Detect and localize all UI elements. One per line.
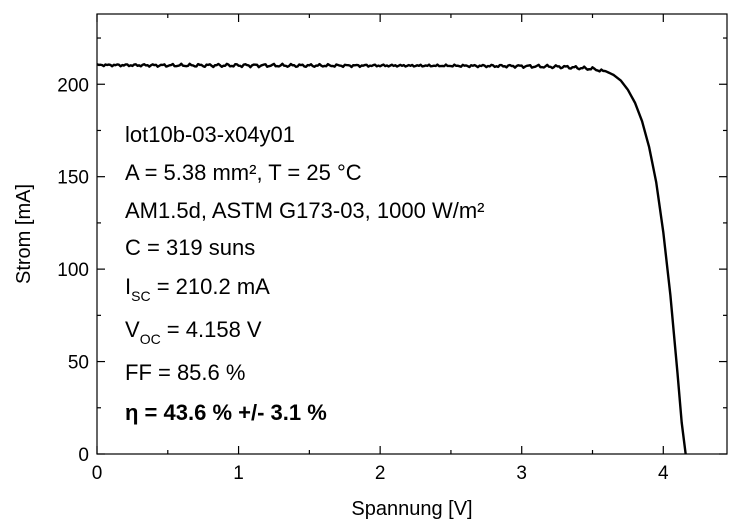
annotation-isc: ISC = 210.2 mA (125, 274, 270, 304)
x-tick-label: 4 (658, 463, 669, 484)
annotation-area-temp: A = 5.38 mm², T = 25 °C (125, 160, 362, 185)
annotation-fill-factor: FF = 85.6 % (125, 360, 245, 385)
annotation-block: lot10b-03-x04y01 A = 5.38 mm², T = 25 °C… (125, 122, 484, 425)
y-axis-title: Strom [mA] (13, 184, 35, 284)
annotation-sample: lot10b-03-x04y01 (125, 122, 295, 147)
annotation-spectrum: AM1.5d, ASTM G173-03, 1000 W/m² (125, 198, 484, 223)
y-tick-label: 100 (57, 260, 89, 281)
x-tick-label: 2 (375, 463, 386, 484)
axis-ticks (96, 14, 727, 455)
x-tick-label: 0 (92, 463, 103, 484)
y-tick-label: 150 (57, 168, 89, 189)
y-tick-label: 0 (78, 445, 89, 466)
x-tick-label: 1 (233, 463, 244, 484)
annotation-voc: VOC = 4.158 V (125, 317, 262, 347)
plot-frame (96, 13, 728, 455)
iv-curve-line (96, 62, 687, 455)
y-tick-label: 50 (68, 353, 89, 374)
tick-labels: 0 1 2 3 4 0 50 100 150 200 (57, 75, 669, 484)
annotation-concentration: C = 319 suns (125, 235, 255, 260)
x-tick-label: 3 (516, 463, 527, 484)
y-tick-label: 200 (57, 75, 89, 96)
x-axis-title: Spannung [V] (351, 498, 472, 520)
annotation-efficiency: η = 43.6 % +/- 3.1 % (125, 400, 327, 425)
